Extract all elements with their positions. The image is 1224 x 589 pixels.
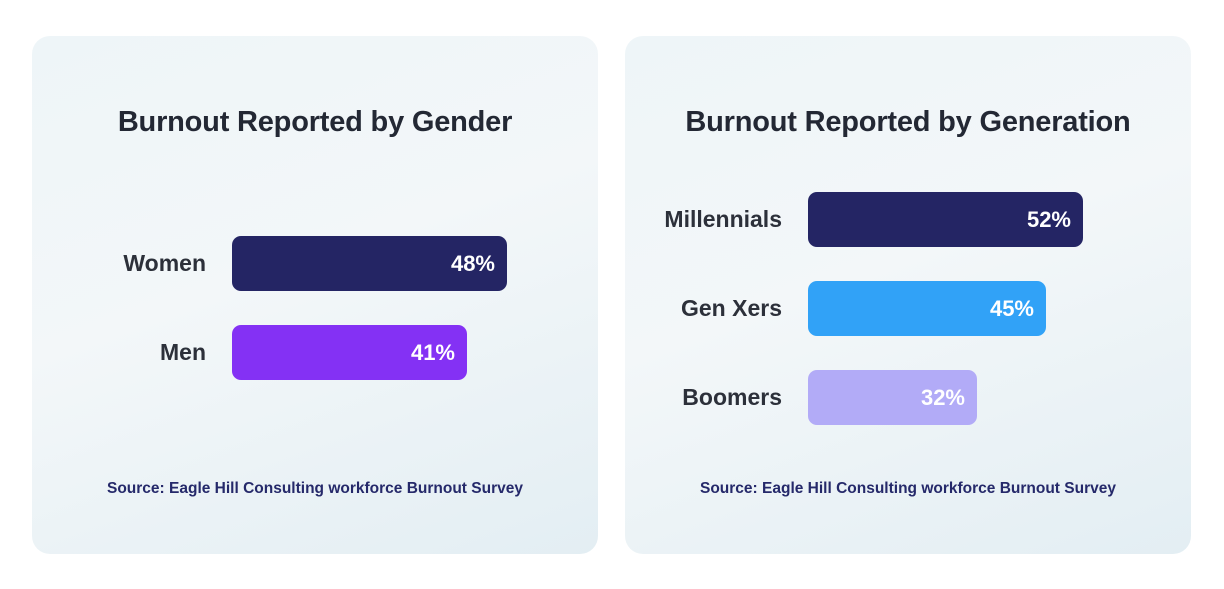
bar: 32% <box>808 370 977 425</box>
bar: 45% <box>808 281 1046 336</box>
source-note: Source: Eagle Hill Consulting workforce … <box>700 480 1116 497</box>
bar: 48% <box>232 236 507 291</box>
bar-row: Gen Xers 45% <box>625 281 1191 336</box>
chart-card-generation: Burnout Reported by Generation Millennia… <box>625 36 1191 554</box>
bar: 52% <box>808 192 1083 247</box>
bar-value-label: 52% <box>1026 207 1071 232</box>
bar-rows: Women 48% Men 41% <box>32 36 598 554</box>
category-label: Gen Xers <box>681 295 782 321</box>
category-label: Men <box>160 339 206 365</box>
category-label: Millennials <box>664 206 782 232</box>
bar: 41% <box>232 325 467 380</box>
bar-row: Women 48% <box>32 236 598 291</box>
chart-title: Burnout Reported by Generation <box>685 106 1131 138</box>
bar-value-label: 32% <box>920 385 965 410</box>
bar-rows: Millennials 52% Gen Xers 45% Boomers 32% <box>625 36 1191 554</box>
bar-row: Men 41% <box>32 325 598 380</box>
bar-value-label: 48% <box>450 251 495 276</box>
category-label: Boomers <box>682 384 782 410</box>
chart-card-gender: Burnout Reported by Gender Women 48% Men 41… <box>32 36 598 554</box>
bar-row: Millennials 52% <box>625 192 1191 247</box>
bar-value-label: 41% <box>410 340 455 365</box>
chart-title: Burnout Reported by Gender <box>117 106 513 138</box>
bar-value-label: 45% <box>989 296 1034 321</box>
category-label: Women <box>123 250 206 276</box>
source-note: Source: Eagle Hill Consulting workforce … <box>107 480 523 497</box>
bar-row: Boomers 32% <box>625 370 1191 425</box>
